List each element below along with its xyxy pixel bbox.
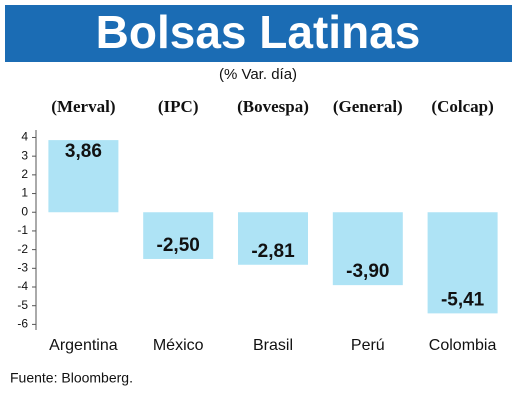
bar [238, 212, 308, 265]
bar [143, 212, 214, 259]
y-tick-label: -6 [17, 317, 28, 331]
x-tick-label: Colombia [429, 337, 497, 354]
y-tick-label: -3 [17, 260, 28, 274]
index-label: (Bovespa) [237, 97, 309, 116]
index-label: (Colcap) [431, 97, 493, 116]
index-label: (IPC) [158, 97, 199, 116]
value-label: -2,50 [157, 235, 200, 256]
y-tick-label: 0 [21, 204, 28, 218]
bar [48, 140, 119, 213]
y-tick-label: -5 [17, 298, 28, 312]
title-banner [5, 5, 512, 62]
x-tick-label: México [153, 337, 204, 354]
chart-subtitle: (% Var. día) [219, 66, 297, 83]
x-tick-label: Perú [351, 337, 385, 354]
chart-title: Bolsas Latinas [96, 6, 421, 58]
y-tick-label: 4 [21, 130, 28, 144]
y-tick-label: -2 [17, 242, 28, 256]
index-label: (General) [333, 97, 403, 116]
y-tick-label: 3 [21, 148, 28, 162]
y-tick-label: -1 [17, 223, 28, 237]
source-note: Fuente: Bloomberg. [10, 370, 133, 386]
bar [427, 212, 498, 314]
value-label: -3,90 [346, 261, 389, 282]
y-tick-label: 2 [21, 167, 28, 181]
y-tick-label: 1 [21, 186, 28, 200]
bar [332, 212, 403, 286]
y-tick-label: -4 [17, 279, 28, 293]
x-tick-label: Brasil [253, 337, 293, 354]
value-label: -2,81 [251, 241, 295, 262]
value-label: -5,41 [441, 289, 485, 310]
index-label: (Merval) [51, 97, 115, 116]
value-label: 3,86 [65, 141, 102, 162]
x-tick-label: Argentina [49, 337, 118, 354]
